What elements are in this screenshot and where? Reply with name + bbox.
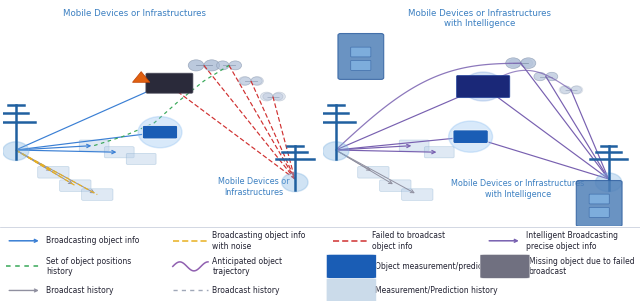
Text: Broadcasting object info: Broadcasting object info [46, 236, 140, 245]
FancyBboxPatch shape [380, 180, 411, 191]
Circle shape [138, 116, 182, 148]
Circle shape [571, 86, 583, 94]
Text: Broadcast history: Broadcast history [212, 286, 280, 295]
Circle shape [239, 77, 251, 85]
Text: Mobile Devices or Infrastructures
with Intelligence: Mobile Devices or Infrastructures with I… [408, 8, 552, 28]
FancyBboxPatch shape [82, 189, 113, 200]
FancyBboxPatch shape [79, 140, 109, 151]
FancyBboxPatch shape [338, 33, 384, 79]
FancyBboxPatch shape [351, 47, 371, 57]
Circle shape [260, 92, 273, 101]
Circle shape [251, 77, 262, 85]
Circle shape [506, 58, 521, 69]
FancyBboxPatch shape [38, 166, 69, 178]
FancyBboxPatch shape [453, 130, 488, 143]
Circle shape [463, 72, 504, 101]
Circle shape [595, 173, 621, 192]
Circle shape [521, 59, 532, 67]
FancyBboxPatch shape [60, 180, 91, 191]
Circle shape [282, 173, 308, 192]
Text: Mobile Devices or
Infrastructures: Mobile Devices or Infrastructures [218, 177, 290, 197]
FancyBboxPatch shape [351, 61, 371, 70]
Circle shape [3, 142, 29, 160]
Text: Broadcast history: Broadcast history [46, 286, 113, 295]
Circle shape [509, 59, 521, 67]
Text: Failed to broadcast
object info: Failed to broadcast object info [372, 231, 445, 251]
Circle shape [263, 93, 273, 100]
FancyBboxPatch shape [326, 278, 376, 301]
Circle shape [188, 60, 204, 71]
Circle shape [229, 61, 241, 70]
FancyBboxPatch shape [424, 147, 454, 158]
Text: Mobile Devices or Infrastructures: Mobile Devices or Infrastructures [63, 8, 207, 17]
FancyBboxPatch shape [143, 126, 177, 139]
FancyBboxPatch shape [104, 147, 134, 158]
Text: Object measurement/prediction: Object measurement/prediction [375, 262, 497, 271]
FancyBboxPatch shape [589, 194, 609, 204]
FancyBboxPatch shape [402, 189, 433, 200]
Circle shape [216, 61, 229, 70]
Circle shape [323, 142, 349, 160]
Circle shape [571, 86, 582, 94]
Text: Set of object positions
history: Set of object positions history [46, 256, 131, 276]
Circle shape [204, 60, 220, 71]
FancyBboxPatch shape [576, 181, 622, 226]
Text: Mobile Devices or Infrastructures
with Intelligence: Mobile Devices or Infrastructures with I… [451, 179, 584, 199]
Circle shape [239, 76, 251, 85]
FancyBboxPatch shape [358, 166, 389, 178]
Text: Anticipated object
trajectory: Anticipated object trajectory [212, 256, 283, 276]
Circle shape [534, 72, 546, 81]
FancyBboxPatch shape [399, 140, 429, 151]
Circle shape [534, 72, 546, 81]
FancyBboxPatch shape [126, 154, 156, 164]
FancyBboxPatch shape [480, 254, 530, 278]
Text: Missing object due to failed
broadcast: Missing object due to failed broadcast [529, 256, 634, 276]
Circle shape [273, 92, 285, 101]
Circle shape [216, 61, 229, 70]
Circle shape [559, 86, 571, 94]
Circle shape [251, 76, 264, 85]
FancyBboxPatch shape [456, 76, 510, 98]
Text: Intelligent Broadcasting
precise object info: Intelligent Broadcasting precise object … [526, 231, 618, 251]
Circle shape [546, 72, 558, 81]
Text: Broadcasting object info
with noise: Broadcasting object info with noise [212, 231, 306, 251]
Circle shape [546, 72, 558, 81]
Circle shape [229, 61, 241, 70]
Circle shape [273, 93, 283, 100]
Circle shape [449, 121, 493, 152]
Text: Measurement/Prediction history: Measurement/Prediction history [375, 286, 498, 295]
FancyBboxPatch shape [146, 73, 193, 93]
FancyBboxPatch shape [326, 254, 376, 278]
Circle shape [521, 58, 536, 69]
FancyBboxPatch shape [589, 207, 609, 217]
Circle shape [560, 86, 571, 94]
